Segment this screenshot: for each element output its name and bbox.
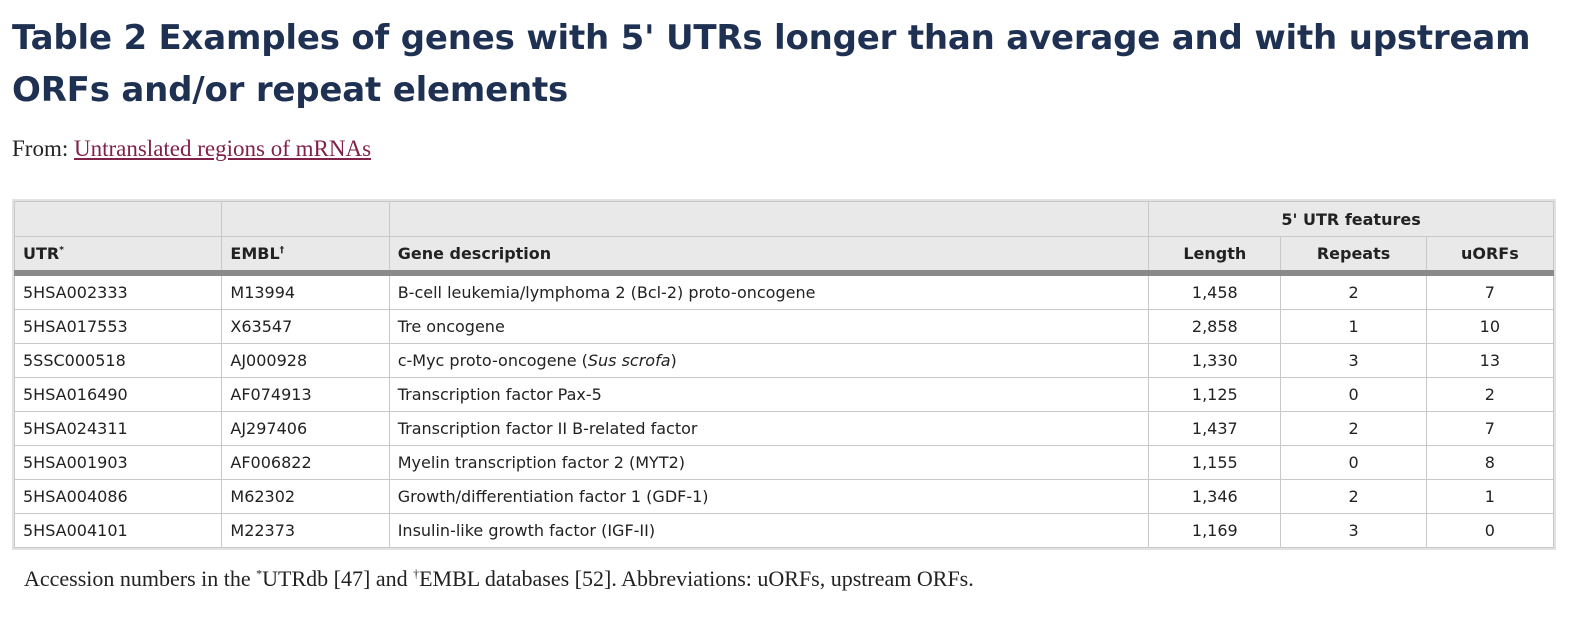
cell-description: B-cell leukemia/lymphoma 2 (Bcl-2) proto… [388, 272, 1150, 310]
cell-utr: 5SSC000518 [13, 343, 223, 378]
cell-length: 1,346 [1148, 479, 1282, 514]
table-row: 5HSA002333 M13994 B-cell leukemia/lympho… [13, 272, 1555, 310]
cell-embl: AF006822 [221, 445, 390, 480]
cell-uorfs: 10 [1425, 309, 1555, 344]
cell-description: Myelin transcription factor 2 (MYT2) [388, 445, 1150, 480]
genes-table: 5' UTR features UTR* EMBL† Gene descript… [13, 201, 1555, 548]
table-row: 5HSA016490 AF074913 Transcription factor… [13, 377, 1555, 412]
source-article-link[interactable]: Untranslated regions of mRNAs [73, 136, 372, 161]
header-spacer-embl [221, 201, 390, 237]
source-prefix: From: [12, 136, 74, 161]
column-header-embl-label: EMBL [230, 244, 280, 263]
header-spacer-utr [13, 201, 223, 237]
cell-uorfs: 13 [1425, 343, 1555, 378]
source-line: From: Untranslated regions of mRNAs [12, 134, 1578, 164]
column-header-utr-label: UTR [23, 244, 60, 263]
cell-embl: AJ000928 [221, 343, 390, 378]
cell-utr: 5HSA001903 [13, 445, 223, 480]
table-row: 5SSC000518 AJ000928 c-Myc proto-oncogene… [13, 343, 1555, 378]
cell-description: c-Myc proto-oncogene (Sus scrofa) [388, 343, 1150, 378]
header-columns-row: UTR* EMBL† Gene description Length Repea… [13, 236, 1555, 276]
cell-uorfs: 7 [1425, 272, 1555, 310]
cell-uorfs: 8 [1425, 445, 1555, 480]
cell-embl: AJ297406 [221, 411, 390, 446]
column-header-embl: EMBL† [221, 236, 390, 276]
column-header-description: Gene description [388, 236, 1150, 276]
cell-repeats: 1 [1280, 309, 1427, 344]
cell-uorfs: 1 [1425, 479, 1555, 514]
cell-length: 2,858 [1148, 309, 1282, 344]
cell-repeats: 2 [1280, 479, 1427, 514]
table-row: 5HSA001903 AF006822 Myelin transcription… [13, 445, 1555, 480]
cell-utr: 5HSA004086 [13, 479, 223, 514]
table-footnote: Accession numbers in the *UTRdb [47] and… [24, 566, 974, 591]
cell-embl: X63547 [221, 309, 390, 344]
cell-length: 1,169 [1148, 513, 1282, 548]
cell-length: 1,125 [1148, 377, 1282, 412]
footnote-mark-embl: † [413, 566, 420, 581]
table-container: 5' UTR features UTR* EMBL† Gene descript… [12, 199, 1556, 550]
table-row: 5HSA024311 AJ297406 Transcription factor… [13, 411, 1555, 446]
column-header-utr: UTR* [13, 236, 223, 276]
table-row: 5HSA004101 M22373 Insulin-like growth fa… [13, 513, 1555, 548]
cell-utr: 5HSA016490 [13, 377, 223, 412]
cell-repeats: 2 [1280, 272, 1427, 310]
cell-uorfs: 7 [1425, 411, 1555, 446]
cell-embl: M22373 [221, 513, 390, 548]
column-header-uorfs: uORFs [1425, 236, 1555, 276]
cell-length: 1,330 [1148, 343, 1282, 378]
species-name: Sus scrofa [587, 351, 671, 370]
cell-uorfs: 0 [1425, 513, 1555, 548]
footnote-mark-utrdb: * [256, 566, 263, 581]
cell-description: Transcription factor II B-related factor [388, 411, 1150, 446]
table-title: Table 2 Examples of genes with 5' UTRs l… [12, 18, 1531, 110]
table-body: 5HSA002333 M13994 B-cell leukemia/lympho… [13, 272, 1555, 548]
cell-repeats: 2 [1280, 411, 1427, 446]
cell-description: Growth/differentiation factor 1 (GDF-1) [388, 479, 1150, 514]
cell-uorfs: 2 [1425, 377, 1555, 412]
cell-length: 1,458 [1148, 272, 1282, 310]
cell-utr: 5HSA002333 [13, 272, 223, 310]
header-group-utr-features: 5' UTR features [1148, 201, 1554, 237]
cell-utr: 5HSA004101 [13, 513, 223, 548]
cell-repeats: 3 [1280, 513, 1427, 548]
cell-length: 1,155 [1148, 445, 1282, 480]
embl-footnote-mark: † [279, 245, 285, 256]
page: Table 2 Examples of genes with 5' UTRs l… [12, 0, 1578, 594]
header-group-row: 5' UTR features [13, 201, 1554, 237]
cell-length: 1,437 [1148, 411, 1282, 446]
cell-embl: M13994 [221, 272, 390, 310]
cell-repeats: 3 [1280, 343, 1427, 378]
cell-description: Transcription factor Pax-5 [388, 377, 1150, 412]
column-header-repeats: Repeats [1280, 236, 1427, 276]
cell-embl: AF074913 [221, 377, 390, 412]
table-row: 5HSA004086 M62302 Growth/differentiation… [13, 479, 1555, 514]
utr-footnote-mark: * [59, 245, 64, 256]
cell-utr: 5HSA017553 [13, 309, 223, 344]
cell-repeats: 0 [1280, 377, 1427, 412]
column-header-length: Length [1148, 236, 1282, 276]
cell-description: Insulin-like growth factor (IGF-II) [388, 513, 1150, 548]
cell-embl: M62302 [221, 479, 390, 514]
table-row: 5HSA017553 X63547 Tre oncogene 2,858 1 1… [13, 309, 1555, 344]
cell-description: Tre oncogene [388, 309, 1150, 344]
header-spacer-description [388, 201, 1150, 237]
cell-utr: 5HSA024311 [13, 411, 223, 446]
cell-repeats: 0 [1280, 445, 1427, 480]
